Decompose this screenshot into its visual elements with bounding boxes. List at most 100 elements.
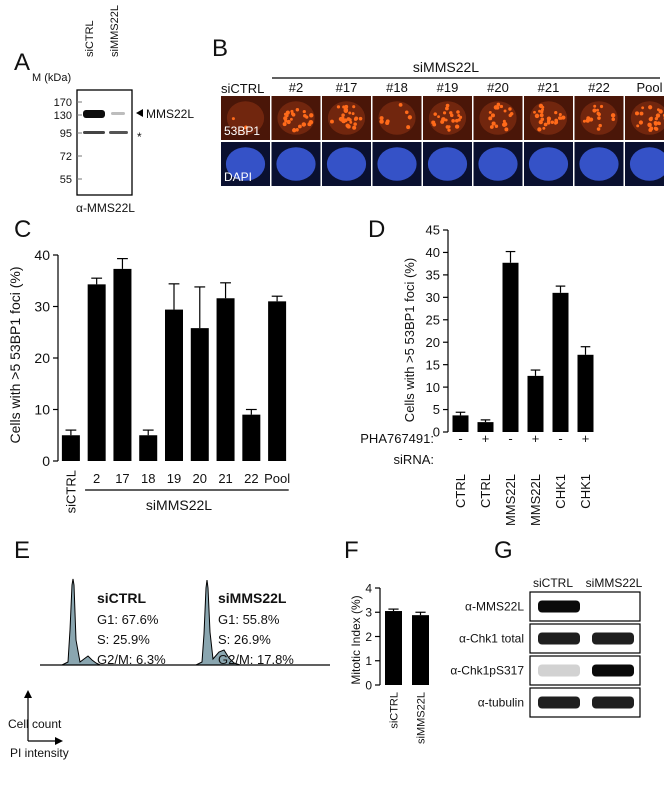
panel-b-focus-dot — [354, 116, 359, 121]
panel-d-sirna-label: siRNA: — [394, 452, 434, 467]
panel-b-foci-nucleus — [479, 101, 517, 135]
panel-b-focus-dot — [586, 116, 591, 121]
panel-b-focus-dot — [345, 123, 350, 128]
category-label: CTRL — [453, 474, 468, 508]
panel-b-focus-dot — [543, 122, 548, 127]
panel-e-y-arrowhead-icon — [24, 690, 32, 698]
panel-b-foci-nucleus — [378, 101, 416, 135]
panel-b-focus-dot — [309, 113, 314, 118]
panel-b-focus-dot — [348, 111, 352, 115]
panel-d-ylabel: Cells with >5 53BP1 foci (%) — [402, 258, 417, 422]
panel-b-focus-dot — [489, 125, 494, 129]
category-label: 22 — [244, 471, 258, 486]
panel-e-sample-1-name: siCTRL — [97, 590, 146, 606]
panel-b-focus-dot — [533, 110, 536, 114]
treatment-mark: - — [558, 431, 562, 446]
panel-b-focus-dot — [330, 119, 334, 124]
y-tick-label: 3 — [365, 606, 372, 620]
panel-b-focus-dot — [295, 108, 300, 112]
panel-b-focus-dot — [508, 113, 512, 118]
panel-b-focus-dot — [286, 119, 291, 125]
bar — [113, 268, 132, 461]
panel-b-dapi-cell — [524, 142, 573, 186]
panel-b-focus-dot — [351, 112, 355, 116]
bar — [165, 309, 183, 461]
panel-b-focus-dot — [592, 108, 597, 113]
bar — [527, 375, 544, 432]
panel-b-focus-dot — [654, 117, 659, 121]
treatment-mark: + — [482, 431, 490, 446]
panel-b-focus-dot — [542, 126, 546, 130]
panel-b-focus-dot — [444, 118, 448, 122]
bar — [385, 611, 402, 685]
panel-g: G siCTRL siMMS22L α-MMS22L α-Chk1 total α-… — [450, 537, 643, 718]
panel-b-focus-dot — [290, 112, 295, 116]
panel-d-letter: D — [368, 216, 385, 243]
panel-b-focus-dot — [534, 113, 540, 119]
panel-e-axis-y: Cell count — [8, 717, 62, 731]
panel-b-focus-dot — [282, 122, 287, 127]
panel-b-column-label: #20 — [487, 80, 509, 95]
panel-b-focus-dot — [538, 119, 543, 125]
y-tick-label: 20 — [426, 335, 440, 350]
panel-g-band — [592, 664, 634, 677]
panel-b-focus-dot — [636, 124, 640, 128]
panel-e-sample-2-g2m: G2/M: 17.8% — [218, 652, 294, 667]
panel-g-band — [538, 664, 580, 677]
category-label: MMS22L — [528, 474, 543, 526]
panel-a-ladder — [77, 101, 82, 180]
panel-b-letter: B — [212, 35, 228, 62]
panel-a-blot-frame — [76, 89, 133, 196]
panel-e: E Cell count PI intensity siCTRL G1: 67.… — [8, 537, 330, 760]
panel-c-group-label: siMMS22L — [146, 497, 212, 513]
panel-b-focus-dot — [554, 111, 558, 115]
panel-b-dapi-nucleus — [478, 147, 518, 181]
panel-b-focus-dot — [647, 122, 652, 128]
panel-e-sample-2-s: S: 26.9% — [218, 632, 271, 647]
panel-b-focus-dot — [457, 118, 461, 122]
panel-b-focus-dot — [597, 116, 601, 120]
panel-b-focus-dot — [336, 105, 341, 109]
panel-b-focus-dot — [502, 122, 507, 127]
category-label: CTRL — [478, 474, 493, 508]
panel-b-row-label-53bp1: 53BP1 — [224, 124, 260, 138]
panel-b-focus-dot — [398, 103, 403, 107]
panel-a-band-nonspecific-1 — [83, 131, 105, 134]
panel-b-column-label: #22 — [588, 80, 610, 95]
panel-a-marker-55: 55 — [60, 174, 72, 186]
panel-b-focus-dot — [295, 128, 299, 132]
panel-b-focus-dot — [558, 113, 562, 117]
panel-b-focus-dot — [546, 116, 552, 121]
panel-b-foci-cell — [322, 96, 371, 140]
panel-b-column-label: #2 — [289, 80, 303, 95]
panel-b-focus-dot — [491, 121, 496, 126]
panel-b-foci-nucleus — [226, 101, 265, 135]
panel-b: B siMMS22L siCTRL #2 #17 #18 #19 #20 #21 #22 Po… — [212, 35, 664, 186]
panel-b-group-label: siMMS22L — [413, 59, 479, 75]
y-tick-label: 4 — [365, 581, 372, 595]
panel-b-focus-dot — [437, 115, 440, 119]
panel-b-foci-cell — [524, 96, 573, 140]
y-tick-label: 5 — [433, 402, 440, 417]
panel-b-focus-dot — [657, 122, 661, 125]
panel-b-focus-dot — [495, 105, 500, 110]
panel-b-focus-dot — [231, 117, 235, 121]
panel-b-focus-dot — [641, 106, 645, 110]
panel-a-band-label: MMS22L — [146, 107, 194, 121]
panel-b-focus-dot — [301, 122, 307, 127]
panel-b-focus-dot — [596, 127, 601, 131]
panel-b-focus-dot — [379, 116, 384, 121]
panel-b-focus-dot — [298, 124, 302, 129]
panel-b-focus-dot — [451, 119, 455, 123]
y-tick-label: 15 — [426, 357, 440, 372]
panel-f: F Mitotic Index (%) 0 1 2 3 4 siCTRL siMMS22L — [344, 537, 429, 744]
panel-b-focus-dot — [284, 119, 288, 123]
panel-b-focus-dot — [404, 110, 409, 115]
panel-g-lane-label-1: siCTRL — [533, 576, 573, 590]
category-label: 17 — [115, 471, 129, 486]
category-label: MMS22L — [503, 474, 518, 526]
treatment-mark: + — [532, 431, 540, 446]
panel-b-dapi-nucleus — [528, 147, 569, 181]
panel-b-focus-dot — [494, 124, 499, 128]
